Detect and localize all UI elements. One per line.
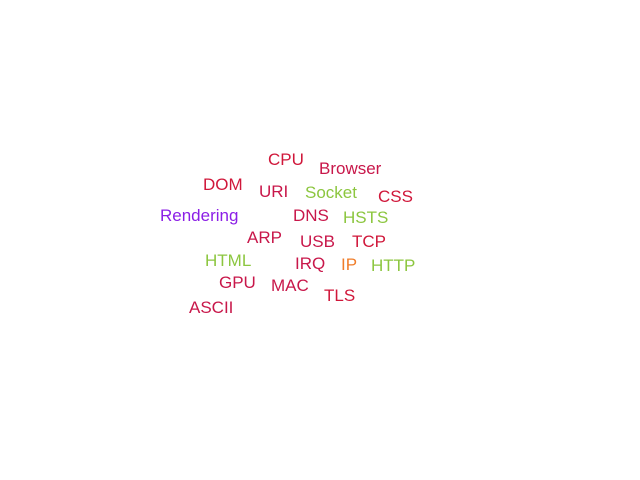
word-hsts: HSTS — [343, 208, 389, 227]
word-html: HTML — [205, 251, 252, 270]
word-socket: Socket — [305, 183, 357, 202]
word-ascii: ASCII — [189, 298, 234, 317]
word-browser: Browser — [319, 159, 382, 178]
word-gpu: GPU — [219, 273, 256, 292]
word-arp: ARP — [247, 228, 282, 247]
word-http: HTTP — [371, 256, 416, 275]
word-ip: IP — [341, 255, 358, 274]
word-cpu: CPU — [268, 150, 304, 169]
word-irq: IRQ — [295, 254, 326, 273]
word-uri: URI — [259, 182, 289, 201]
word-dom: DOM — [203, 175, 243, 194]
word-usb: USB — [300, 232, 335, 251]
word-tcp: TCP — [352, 232, 386, 251]
word-dns: DNS — [293, 206, 329, 225]
word-tls: TLS — [324, 286, 356, 305]
word-rendering: Rendering — [160, 206, 239, 225]
word-css: CSS — [378, 187, 413, 206]
word-mac: MAC — [271, 276, 309, 295]
